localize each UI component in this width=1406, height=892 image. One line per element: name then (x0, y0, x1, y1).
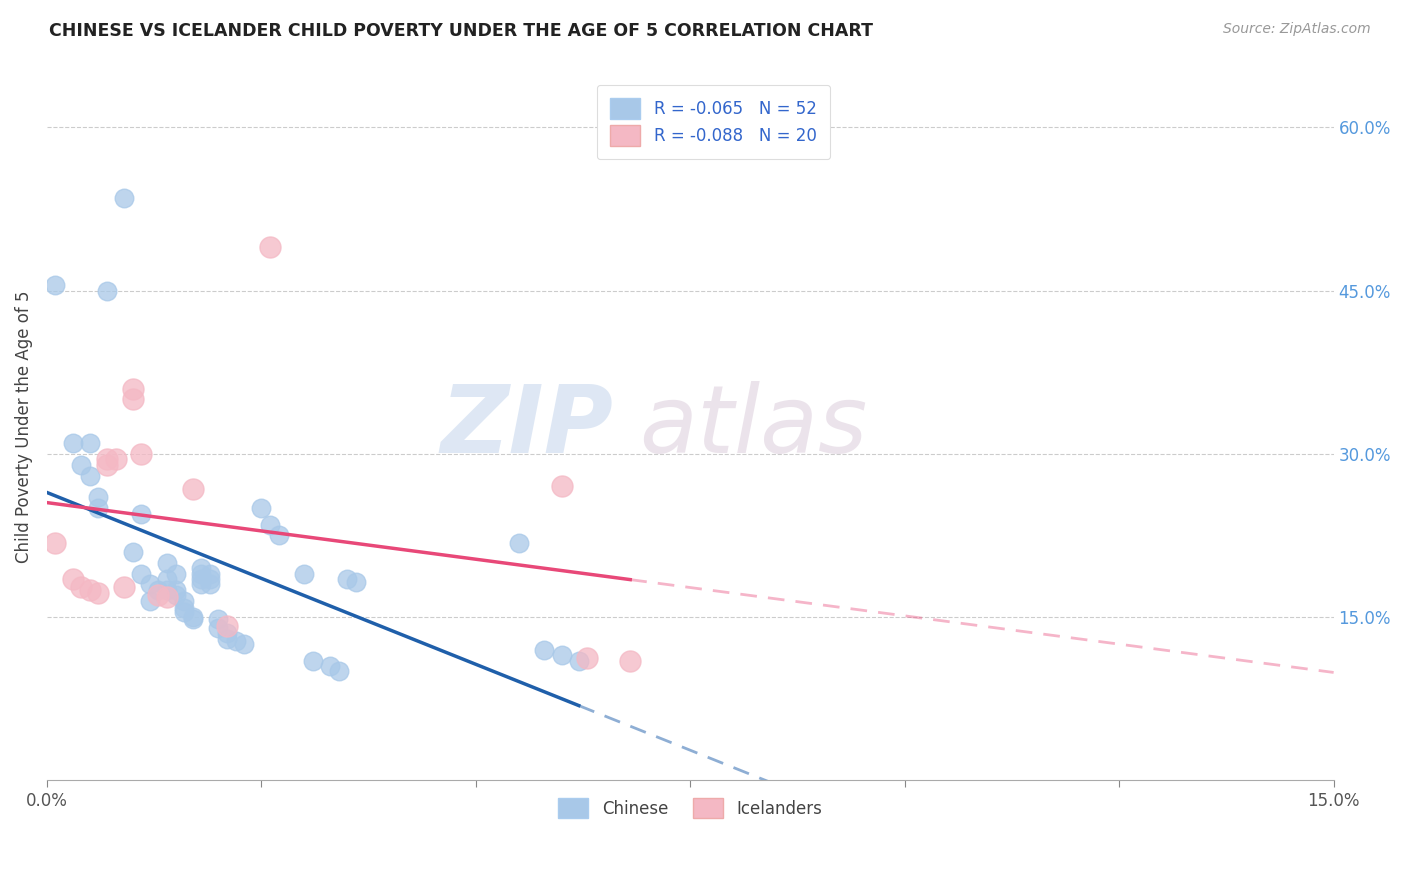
Point (62, 436, 84, 450)
Point (292, 566, 315, 581)
Point (70, 580, 93, 594)
Point (207, 612, 229, 626)
Point (181, 482, 204, 496)
Point (181, 612, 204, 626)
Point (62, 572, 84, 586)
Point (129, 507, 152, 521)
Point (165, 582, 187, 597)
Point (70, 458, 93, 472)
Point (301, 654, 323, 668)
Point (215, 626, 238, 640)
Point (190, 561, 212, 575)
Point (44, 278, 66, 293)
Point (328, 665, 350, 679)
Point (148, 588, 170, 602)
Point (129, 447, 152, 461)
Point (508, 536, 530, 550)
Point (173, 593, 195, 607)
Point (87, 501, 110, 516)
Point (112, 191, 135, 205)
Point (233, 637, 256, 651)
Text: CHINESE VS ICELANDER CHILD POVERTY UNDER THE AGE OF 5 CORRELATION CHART: CHINESE VS ICELANDER CHILD POVERTY UNDER… (49, 22, 873, 40)
Point (267, 528, 290, 542)
Point (96, 458, 118, 472)
Point (259, 240, 281, 254)
Point (207, 621, 229, 635)
Text: ZIP: ZIP (440, 381, 613, 473)
Point (44, 536, 66, 550)
Point (121, 382, 143, 396)
Point (79, 468, 101, 483)
Point (336, 572, 359, 586)
Point (156, 556, 179, 570)
Point (198, 566, 221, 581)
Point (79, 582, 101, 597)
Point (568, 654, 591, 668)
Y-axis label: Child Poverty Under the Age of 5: Child Poverty Under the Age of 5 (15, 291, 32, 563)
Point (104, 452, 127, 467)
Point (576, 651, 599, 665)
Point (96, 284, 118, 298)
Point (139, 593, 162, 607)
Text: atlas: atlas (638, 381, 868, 472)
Point (148, 582, 170, 597)
Point (225, 634, 247, 648)
Point (190, 572, 212, 586)
Point (190, 577, 212, 591)
Point (121, 392, 143, 407)
Point (198, 572, 221, 586)
Point (139, 577, 162, 591)
Point (190, 566, 212, 581)
Point (181, 610, 204, 624)
Point (112, 580, 135, 594)
Point (121, 545, 143, 559)
Point (165, 566, 187, 581)
Point (156, 591, 179, 605)
Point (129, 566, 152, 581)
Point (550, 648, 572, 662)
Point (156, 582, 179, 597)
Point (550, 479, 572, 493)
Legend: Chinese, Icelanders: Chinese, Icelanders (551, 791, 830, 825)
Point (173, 601, 195, 615)
Point (87, 586, 110, 600)
Point (173, 605, 195, 619)
Text: Source: ZipAtlas.com: Source: ZipAtlas.com (1223, 22, 1371, 37)
Point (619, 654, 641, 668)
Point (344, 575, 367, 590)
Point (250, 501, 273, 516)
Point (215, 619, 238, 633)
Point (156, 572, 179, 586)
Point (96, 452, 118, 467)
Point (198, 577, 221, 591)
Point (319, 659, 342, 673)
Point (87, 491, 110, 505)
Point (533, 642, 555, 657)
Point (215, 632, 238, 646)
Point (165, 588, 187, 602)
Point (259, 517, 281, 532)
Point (79, 436, 101, 450)
